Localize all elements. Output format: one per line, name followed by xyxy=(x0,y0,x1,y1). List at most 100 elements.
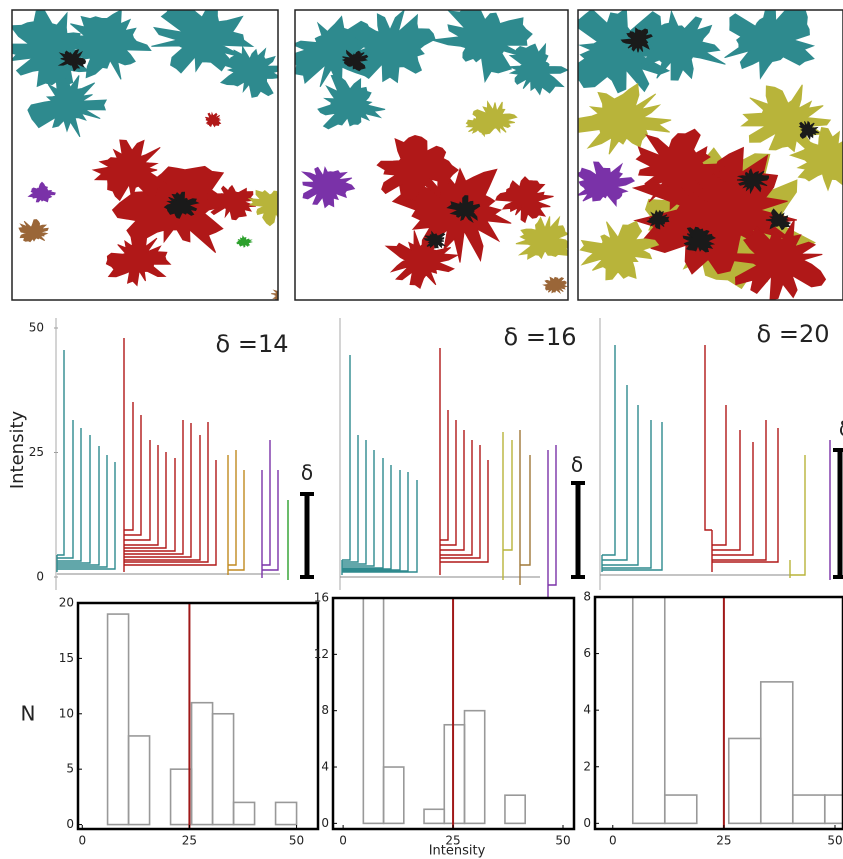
y-tick-label: 0 xyxy=(583,816,591,830)
delta-label: δ =20 xyxy=(757,320,830,348)
cluster-blob xyxy=(205,184,258,221)
y-tick-label: 16 xyxy=(314,591,329,605)
cluster-blob xyxy=(300,166,356,209)
cluster-image xyxy=(295,10,568,295)
histogram-bar xyxy=(423,808,446,825)
histogram xyxy=(362,598,526,829)
cluster-blob xyxy=(578,82,672,155)
cluster-blob xyxy=(798,120,820,141)
histogram-bar xyxy=(443,723,466,825)
cluster-blob xyxy=(446,195,481,224)
x-tick-label: 25 xyxy=(716,834,731,848)
y-tick-label: 8 xyxy=(583,590,591,604)
dendrogram-branch xyxy=(123,338,217,572)
dendrogram-branch xyxy=(601,345,663,572)
y-tick-label: 10 xyxy=(59,706,74,720)
cluster-blob xyxy=(105,235,172,287)
cluster-blob xyxy=(740,84,832,153)
y-tick-label: 20 xyxy=(59,596,74,610)
histogram-bar xyxy=(190,701,214,826)
histogram-bar xyxy=(127,735,151,826)
dendrogram-branch xyxy=(341,355,418,575)
y-tick-label: 15 xyxy=(59,651,74,665)
x-tick-label: 0 xyxy=(339,834,347,848)
cluster-blob xyxy=(27,181,56,203)
histogram-bar xyxy=(759,681,794,825)
cluster-blob xyxy=(345,10,436,84)
delta-label: δ =14 xyxy=(216,330,289,358)
histogram-bar xyxy=(232,801,256,826)
y-tick-label: 2 xyxy=(583,759,591,773)
dendrogram-branch xyxy=(502,432,513,580)
cluster-image xyxy=(578,10,843,300)
cluster-blob xyxy=(635,128,729,211)
cluster-blob xyxy=(724,10,816,80)
y-tick-label: 0 xyxy=(36,570,44,584)
y-axis-label: N xyxy=(21,702,36,726)
cluster-blob xyxy=(12,10,104,88)
x-tick-label: 0 xyxy=(78,834,86,848)
histogram-bar xyxy=(382,766,405,825)
histogram-bar xyxy=(504,794,526,825)
x-tick-label: 50 xyxy=(289,834,304,848)
cluster-blob xyxy=(423,230,446,249)
histogram-bar xyxy=(169,768,193,826)
x-tick-label: 25 xyxy=(182,834,197,848)
cluster-blob xyxy=(431,10,533,84)
histogram xyxy=(106,603,298,829)
y-tick-label: 6 xyxy=(583,646,591,660)
dendrogram-branch xyxy=(519,430,531,585)
cluster-blob xyxy=(542,276,568,295)
y-tick-label: 4 xyxy=(321,760,329,774)
cluster-blob xyxy=(508,42,568,96)
x-tick-label: 50 xyxy=(555,834,570,848)
cluster-blob xyxy=(682,226,717,253)
x-axis-label: Intensity xyxy=(429,844,486,859)
dendrogram-branch xyxy=(56,350,116,572)
y-tick-label: 12 xyxy=(314,647,329,661)
y-tick-label: 8 xyxy=(321,703,329,717)
cluster-blob xyxy=(465,113,496,138)
y-tick-label: 50 xyxy=(29,321,44,335)
cluster-image xyxy=(12,10,278,300)
dendrogram-branch xyxy=(704,345,779,572)
cluster-blob xyxy=(578,161,636,207)
histogram-bar xyxy=(663,794,698,825)
delta-bar-label: δ xyxy=(571,453,583,477)
cluster-blob xyxy=(765,208,792,231)
plot-frame xyxy=(76,601,320,831)
cluster-blob xyxy=(341,49,369,72)
cluster-blob xyxy=(646,209,670,230)
cluster-blob xyxy=(736,168,770,195)
cluster-blob xyxy=(376,134,460,205)
dendrogram-branch xyxy=(439,348,489,575)
delta-bar-label: δ xyxy=(301,461,313,485)
cluster-blob xyxy=(495,176,554,224)
histogram-bar xyxy=(106,613,130,826)
cluster-blob xyxy=(247,189,278,227)
x-tick-label: 0 xyxy=(609,834,617,848)
cluster-blob xyxy=(317,74,386,130)
dendrograms: Intensity 0 25 50 δ =14 δ δ =16 δ δ =20 δ xyxy=(7,318,843,598)
dendrogram-branch xyxy=(261,440,279,578)
histogram-bar xyxy=(727,737,762,825)
cluster-blob xyxy=(579,220,660,281)
y-tick-label: 0 xyxy=(321,816,329,830)
cluster-blob xyxy=(637,10,726,81)
dendrogram-branch xyxy=(547,445,557,598)
cluster-blob xyxy=(515,215,568,260)
image-frame xyxy=(11,9,279,301)
cluster-blob xyxy=(163,191,200,219)
cluster-blob xyxy=(236,235,253,248)
y-axis-label: Intensity xyxy=(7,410,28,489)
y-tick-label: 0 xyxy=(66,817,74,831)
histogram-bar xyxy=(823,794,843,825)
cluster-blob xyxy=(789,127,843,192)
cluster-blob xyxy=(18,219,49,243)
cluster-blob xyxy=(27,75,108,138)
cluster-blob xyxy=(620,27,653,53)
histogram-bar xyxy=(274,801,298,826)
y-tick-label: 4 xyxy=(583,703,591,717)
